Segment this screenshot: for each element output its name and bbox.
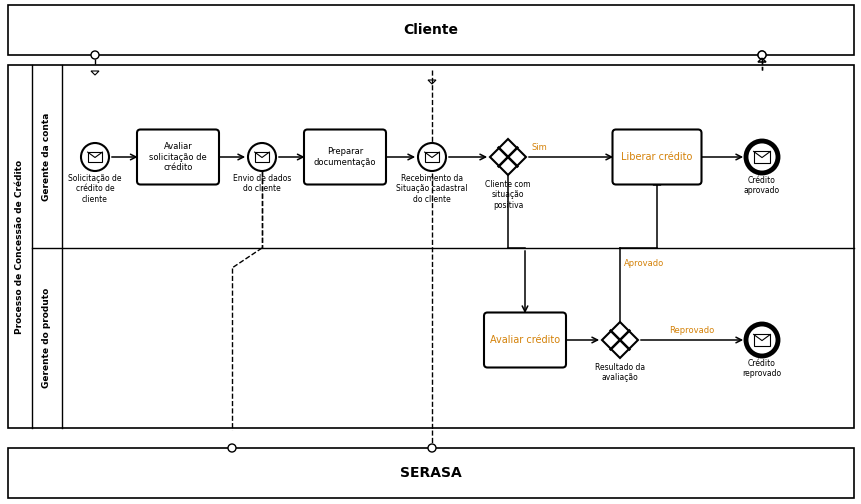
Text: Gerente do produto: Gerente do produto [42,288,52,388]
Circle shape [757,51,765,59]
FancyBboxPatch shape [137,130,219,184]
Bar [8,5,853,55]
Polygon shape [653,181,660,185]
Text: Reprovado: Reprovado [669,326,714,335]
FancyBboxPatch shape [612,130,701,184]
Bar [753,334,770,346]
Text: Recebimento da
Situação cadastral
do cliente: Recebimento da Situação cadastral do cli… [396,174,468,204]
Bar [424,152,439,162]
Text: Envio de dados
do cliente: Envio de dados do cliente [232,174,291,194]
Circle shape [757,51,765,59]
Circle shape [745,141,777,173]
Text: Liberar crédito: Liberar crédito [621,152,692,162]
Text: Crédito
reprovado: Crédito reprovado [741,359,781,379]
Circle shape [228,444,236,452]
Bar [8,448,853,498]
Circle shape [81,143,108,171]
Text: Cliente: Cliente [403,23,458,37]
Circle shape [418,143,445,171]
Circle shape [745,324,777,356]
Text: Cliente com
situação
positiva: Cliente com situação positiva [485,180,530,210]
Text: Resultado da
avaliação: Resultado da avaliação [594,363,644,383]
Text: Processo de Concessão de Crédito: Processo de Concessão de Crédito [15,159,24,334]
Circle shape [248,143,276,171]
Bar [753,151,770,163]
Circle shape [91,51,99,59]
Text: Aprovado: Aprovado [623,259,664,268]
Text: Sim: Sim [531,143,547,152]
Text: Crédito
aprovado: Crédito aprovado [743,176,779,196]
Text: Solicitação de
crédito de
cliente: Solicitação de crédito de cliente [68,174,121,204]
Text: Avaliar
solicitação de
crédito: Avaliar solicitação de crédito [149,142,207,172]
Text: Avaliar crédito: Avaliar crédito [489,335,560,345]
Bar [8,65,853,428]
Circle shape [428,444,436,452]
Bar [88,152,102,162]
FancyBboxPatch shape [483,312,566,367]
FancyBboxPatch shape [304,130,386,184]
Polygon shape [601,322,637,358]
Polygon shape [489,139,525,175]
Text: Gerente da conta: Gerente da conta [42,112,52,201]
Text: SERASA: SERASA [400,466,461,480]
Text: Preparar
documentação: Preparar documentação [313,147,375,167]
Bar [254,152,269,162]
